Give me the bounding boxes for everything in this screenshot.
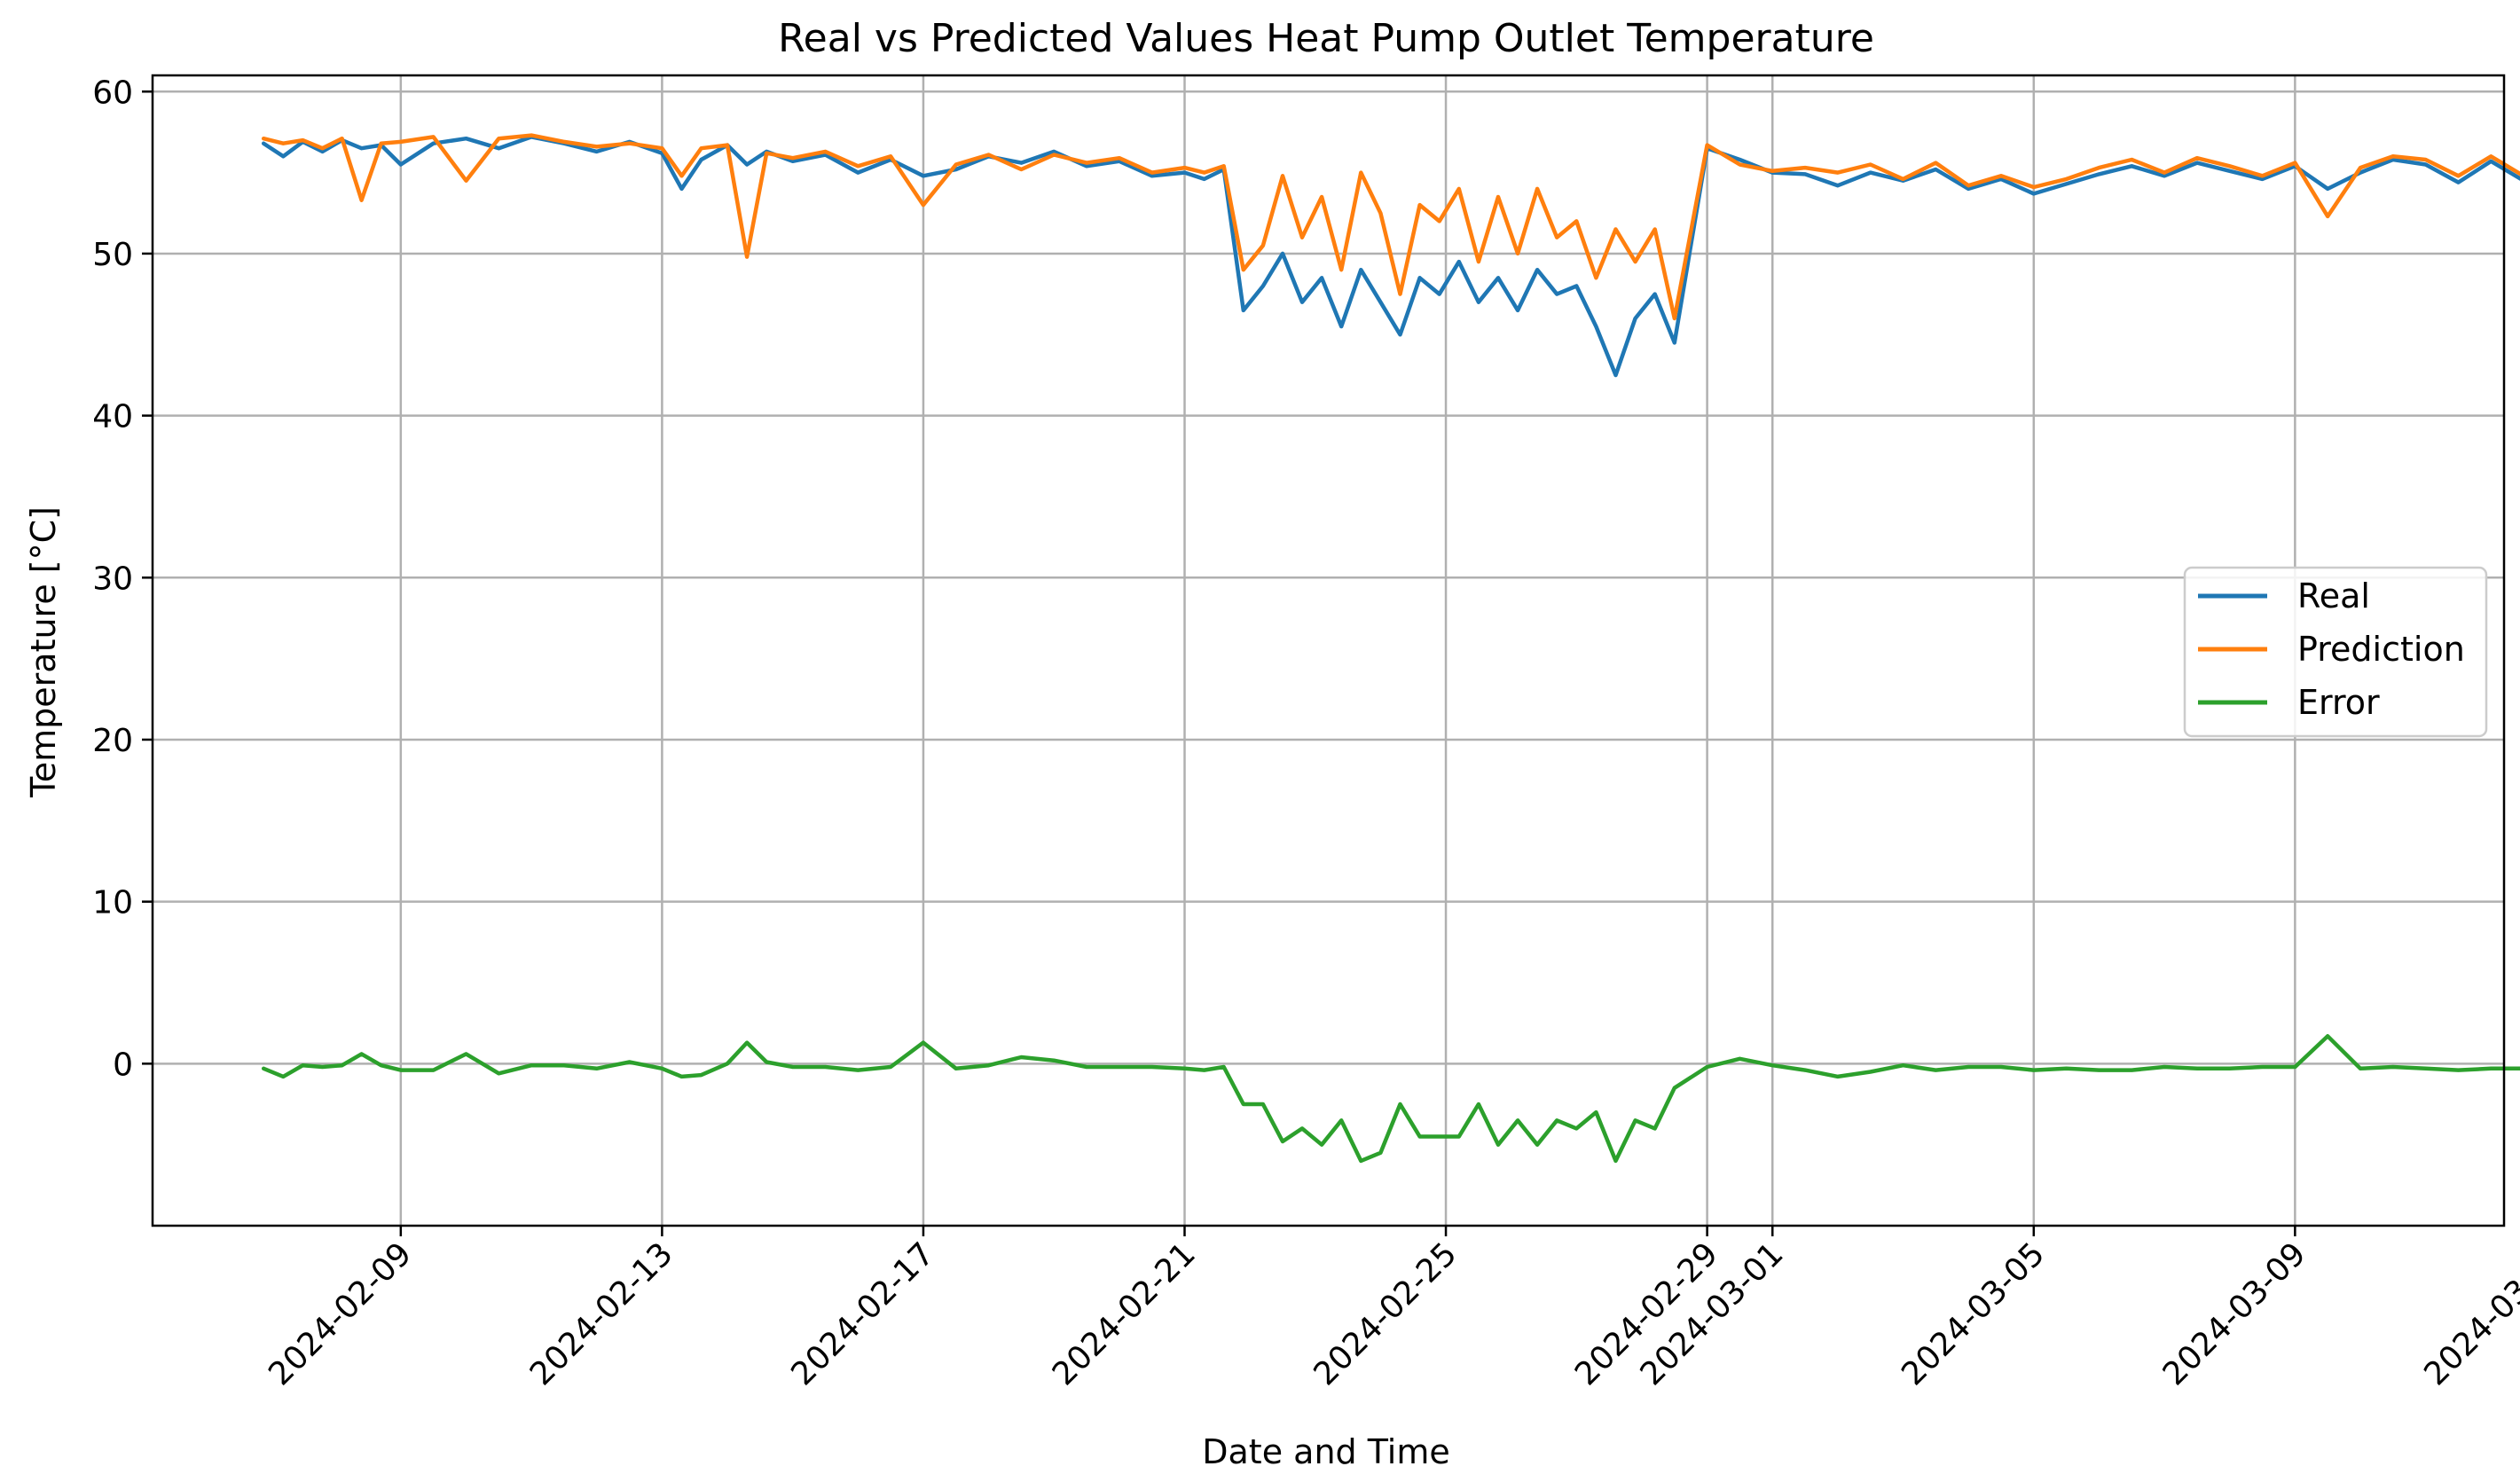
x-axis-label: Date and Time <box>1202 1432 1449 1471</box>
series-line-prediction <box>261 133 2520 321</box>
legend: Real Prediction Error <box>2183 566 2488 738</box>
legend-label-prediction: Prediction <box>2297 630 2465 669</box>
y-axis-label: Temperature [°C] <box>24 506 63 798</box>
legend-entries: Real Prediction Error <box>2198 576 2465 722</box>
y-tick-label: 20 <box>92 723 133 759</box>
series-line-error <box>261 1034 2520 1164</box>
y-tick-label: 60 <box>92 74 133 111</box>
y-tick-label: 0 <box>113 1047 133 1083</box>
series-line-real <box>261 135 2520 378</box>
y-tick-label: 40 <box>92 399 133 435</box>
legend-box <box>2183 566 2488 738</box>
legend-label-real: Real <box>2297 576 2370 616</box>
series-layer <box>261 133 2520 1164</box>
plot-frame <box>151 74 2506 1227</box>
y-tick-label: 50 <box>92 237 133 273</box>
legend-label-error: Error <box>2297 683 2380 722</box>
chart-title: Real vs Predicted Values Heat Pump Outle… <box>778 16 1874 61</box>
y-tick-label: 30 <box>92 561 133 597</box>
y-tick-label: 10 <box>92 885 133 921</box>
grid-layer <box>153 75 2504 1226</box>
